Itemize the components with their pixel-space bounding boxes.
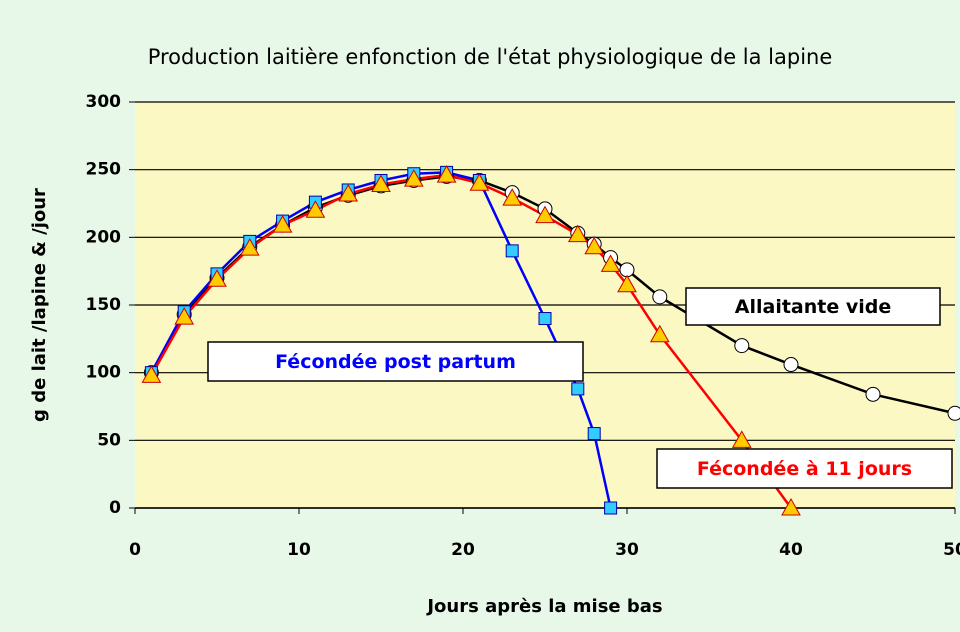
y-tick-label: 250	[86, 160, 122, 180]
chart-title: Production laitière enfonction de l'état…	[148, 45, 833, 69]
point	[538, 312, 552, 326]
y-tick-label: 200	[86, 227, 122, 247]
point	[305, 200, 326, 218]
point	[617, 274, 637, 293]
point	[865, 386, 881, 402]
point	[587, 427, 601, 441]
legend-box	[656, 448, 953, 489]
point	[604, 501, 618, 515]
point	[571, 382, 585, 396]
point	[652, 289, 668, 305]
point	[338, 184, 359, 202]
y-tick-label: 50	[97, 430, 121, 450]
legend-label: Fécondée à 11 jours	[697, 458, 912, 480]
point	[783, 357, 799, 373]
point	[567, 224, 588, 243]
point	[371, 174, 391, 193]
point	[469, 173, 490, 191]
point	[207, 269, 227, 287]
y-tick-label: 0	[109, 498, 121, 518]
point	[947, 405, 960, 421]
legend-label: Allaitante vide	[735, 296, 891, 318]
x-tick-label: 20	[451, 540, 475, 560]
point	[505, 244, 519, 258]
x-tick-label: 40	[779, 540, 803, 560]
legend-label: Fécondée post partum	[275, 351, 516, 373]
point	[600, 254, 621, 272]
x-tick-label: 30	[615, 540, 639, 560]
point	[734, 338, 750, 354]
point	[649, 324, 670, 343]
x-tick-label: 10	[287, 540, 311, 560]
point	[535, 205, 555, 224]
y-axis-label: g de lait /lapine & /jour	[29, 188, 50, 422]
legend-box	[207, 341, 584, 382]
legend-box	[685, 287, 941, 326]
y-tick-label: 150	[86, 295, 122, 315]
x-tick-label: 50	[943, 540, 960, 560]
point	[272, 215, 293, 233]
point	[502, 188, 523, 206]
point	[731, 430, 752, 448]
point	[781, 497, 801, 516]
y-tick-label: 300	[86, 92, 122, 112]
point	[436, 165, 457, 183]
y-tick-label: 100	[86, 363, 122, 383]
x-axis-label: Jours après la mise bas	[425, 596, 662, 617]
point	[141, 365, 162, 383]
x-tick-label: 0	[129, 540, 141, 560]
point	[239, 238, 260, 256]
point	[174, 307, 195, 325]
point	[403, 169, 424, 187]
point	[584, 236, 605, 255]
